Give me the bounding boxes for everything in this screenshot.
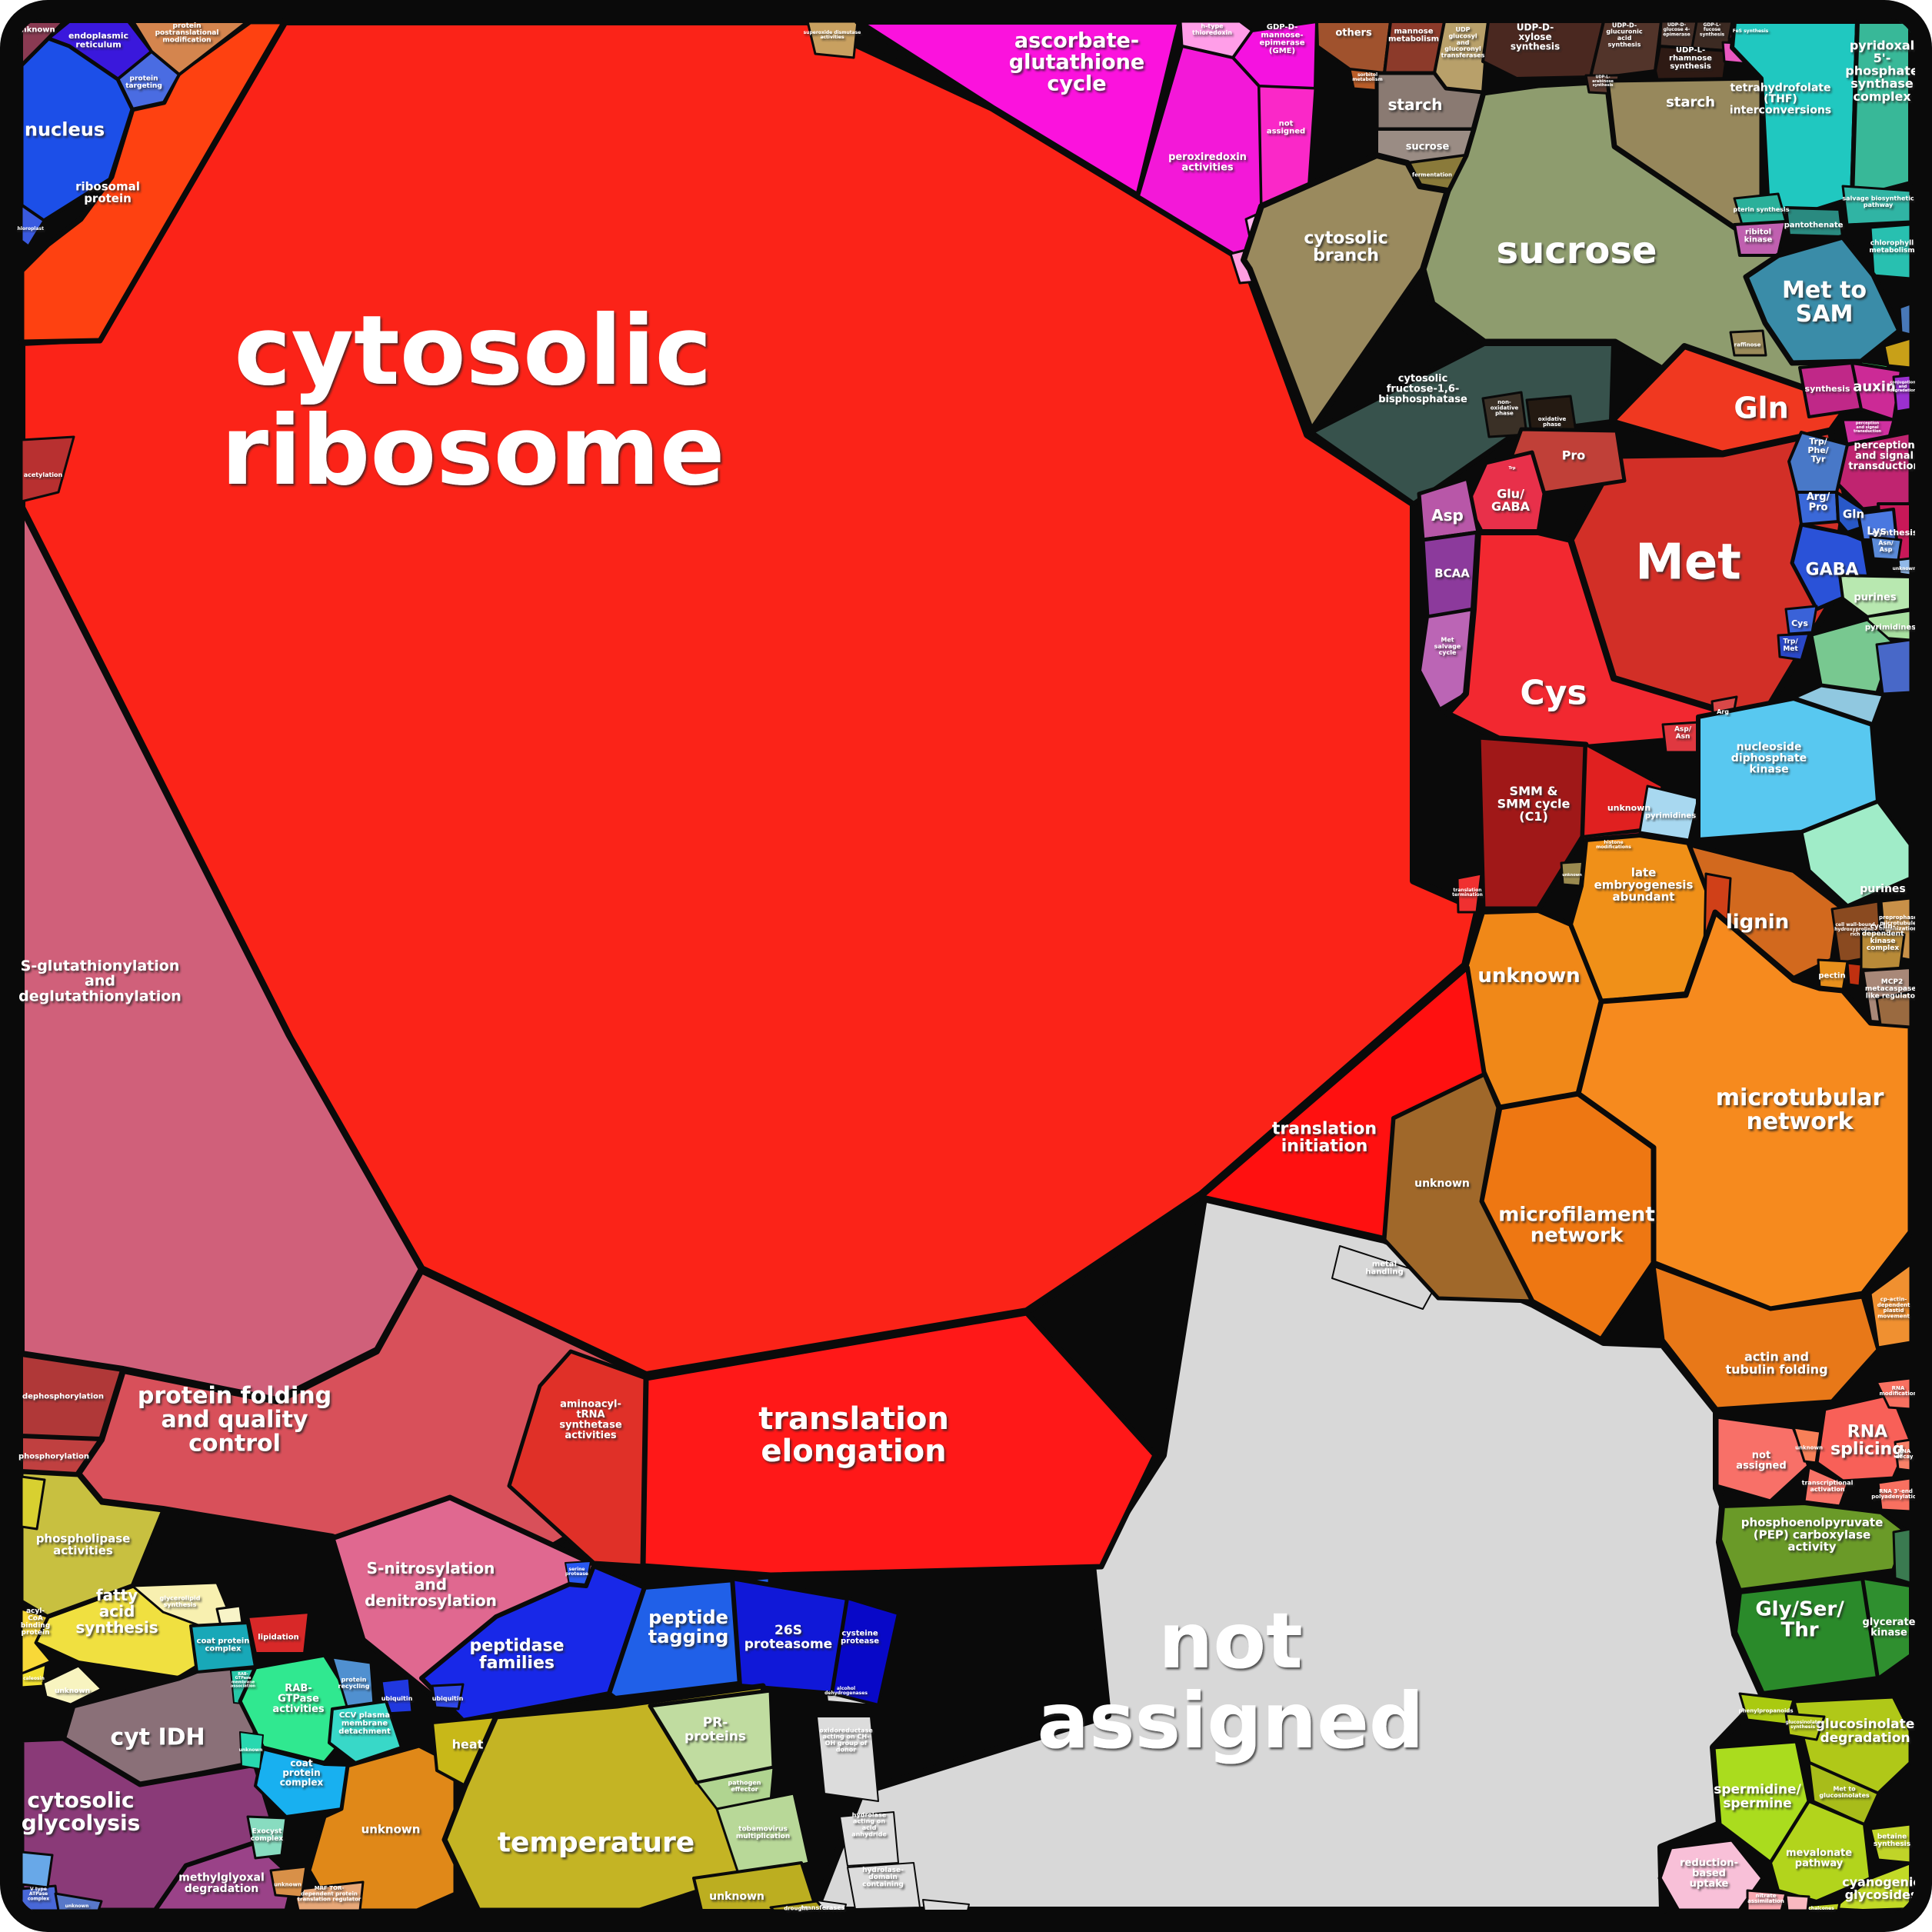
cell-yellow-small-left[interactable] xyxy=(20,1475,46,1531)
cell-trp-met[interactable] xyxy=(1777,632,1810,661)
cell-pink-small-2[interactable] xyxy=(1784,1894,1810,1912)
cell-not-assigned-salmon[interactable] xyxy=(1714,1414,1811,1504)
cell-oxidoreductase-ch-oh[interactable] xyxy=(816,1716,879,1802)
cell-pyridoxal-5-phosphate-synthase-complex[interactable] xyxy=(1850,19,1913,201)
cell-cp-actin-dependent-plastid-movement[interactable] xyxy=(1869,1263,1912,1349)
cell-acetylation[interactable] xyxy=(20,435,75,503)
cell-ubiquitin-small[interactable] xyxy=(431,1683,465,1710)
cell-asn-asp[interactable] xyxy=(1869,535,1903,561)
cell-udp-d-glucuronic-acid-synthesis[interactable] xyxy=(1589,20,1663,78)
cell-exocyst-complex[interactable] xyxy=(246,1815,288,1860)
cell-gly-ser-thr[interactable] xyxy=(1733,1576,1880,1696)
cell-lys[interactable] xyxy=(1857,508,1898,541)
cell-blue-strip[interactable] xyxy=(1875,638,1912,695)
cell-rna-modification[interactable] xyxy=(1875,1377,1912,1411)
cell-unknown-paleyellow[interactable] xyxy=(42,1664,103,1706)
cell-pantothenate[interactable] xyxy=(1784,206,1844,238)
cell-cysteine-protease[interactable] xyxy=(831,1597,900,1707)
cell-unknown-green-small[interactable] xyxy=(239,1731,264,1770)
cell-26s-proteasome[interactable] xyxy=(730,1576,850,1696)
cell-glucosinolate-synthesis[interactable] xyxy=(1784,1712,1826,1741)
cell-udp-d-xylose-synthesis[interactable] xyxy=(1481,20,1605,80)
cell-de-novo-pathway[interactable] xyxy=(1898,302,1912,336)
cell-translation-termination[interactable] xyxy=(1456,872,1483,914)
cell-udp-d-glucose-4-epimerase[interactable] xyxy=(1658,20,1698,49)
cell-ribitol-kinase[interactable] xyxy=(1733,220,1787,257)
cell-auxin-conjugation-degradation[interactable] xyxy=(1892,374,1912,413)
cell-coat-protein-complex-teal[interactable] xyxy=(189,1621,257,1674)
cell-smm-smm-cycle[interactable] xyxy=(1475,734,1589,912)
cell-actin-and-tubulin-folding[interactable] xyxy=(1651,1263,1880,1411)
cell-acyl-coa-binding-protein[interactable] xyxy=(20,1607,52,1675)
cell-auxin-synthesis[interactable] xyxy=(1798,361,1863,418)
cell-unknown-bottomleft[interactable] xyxy=(54,1892,103,1912)
cell-pyrimidines-lightblue[interactable] xyxy=(1638,784,1700,841)
cell-phospholipase-activities[interactable] xyxy=(19,1470,165,1619)
cell-gln-big[interactable] xyxy=(1608,343,1853,457)
cell-bcaa[interactable] xyxy=(1421,530,1481,619)
cell-rna-3end-polyadenylation[interactable] xyxy=(1877,1477,1912,1513)
cell-drought[interactable] xyxy=(769,1900,826,1912)
cell-phenylpropanoids[interactable] xyxy=(1738,1692,1795,1726)
cell-chlorophyll-metabolism[interactable] xyxy=(1869,223,1912,280)
cell-salvage-biosynthetic-pathway[interactable] xyxy=(1841,185,1912,226)
cell-methylglyoxal-degradation[interactable] xyxy=(153,1840,296,1913)
cell-translation-elongation[interactable] xyxy=(640,1310,1158,1578)
cells-layer xyxy=(18,18,1914,1914)
cell-reduction-based-uptake[interactable] xyxy=(1657,1837,1765,1913)
cell-arg-pro[interactable] xyxy=(1795,491,1840,526)
cell-hydrolase-domain-containing[interactable] xyxy=(847,1862,921,1910)
cell-rna-decay[interactable] xyxy=(1894,1438,1912,1472)
cell-betaine-synthesis[interactable] xyxy=(1869,1823,1912,1864)
cell-lipidation[interactable] xyxy=(246,1611,311,1655)
cell-brown-small-topright[interactable] xyxy=(1875,991,1912,1028)
cell-ccv-plasma-membrane-detachment[interactable] xyxy=(328,1700,403,1764)
cell-unknown-lightblue[interactable] xyxy=(1897,557,1912,577)
cell-met-salvage-cycle[interactable] xyxy=(1418,608,1475,711)
cell-glycerate-kinase[interactable] xyxy=(1861,1577,1912,1680)
cell-mrf-tor-regulator[interactable] xyxy=(292,1880,365,1912)
cell-tobamovirus-multiplication[interactable] xyxy=(715,1792,811,1880)
cell-chloroplast[interactable] xyxy=(20,204,45,248)
cell-hydrolase-acid-anhydride[interactable] xyxy=(839,1811,899,1867)
cell-small-skyblue[interactable] xyxy=(20,1850,54,1889)
cell-metal-handling[interactable] xyxy=(1331,1245,1441,1310)
cell-red-small[interactable] xyxy=(1846,961,1863,988)
cell-nitrate-assimilation[interactable] xyxy=(1746,1889,1787,1912)
cell-purines-mint[interactable] xyxy=(1799,799,1913,908)
cell-gold-small[interactable] xyxy=(1883,337,1912,369)
cell-raffinose[interactable] xyxy=(1729,329,1767,357)
cell-trp-phe-tyr[interactable] xyxy=(1787,431,1849,494)
cell-glycosylated-small[interactable] xyxy=(922,1899,970,1911)
cell-superoxide-dismutase-activities[interactable] xyxy=(806,20,859,59)
cell-peptide-tagging[interactable] xyxy=(607,1574,773,1700)
cell-green-sliver-right[interactable] xyxy=(1892,1527,1912,1584)
cell-cyclin-dependent-kinase-complex[interactable] xyxy=(1860,929,1906,972)
cell-cys-blue[interactable] xyxy=(1784,605,1818,635)
cell-pterin-synthesis[interactable] xyxy=(1733,192,1787,226)
cell-cytosolic-branch[interactable] xyxy=(1241,152,1451,434)
cell-unknown-orange-small[interactable] xyxy=(269,1865,308,1899)
cell-unknown-brown[interactable] xyxy=(1382,1072,1534,1304)
